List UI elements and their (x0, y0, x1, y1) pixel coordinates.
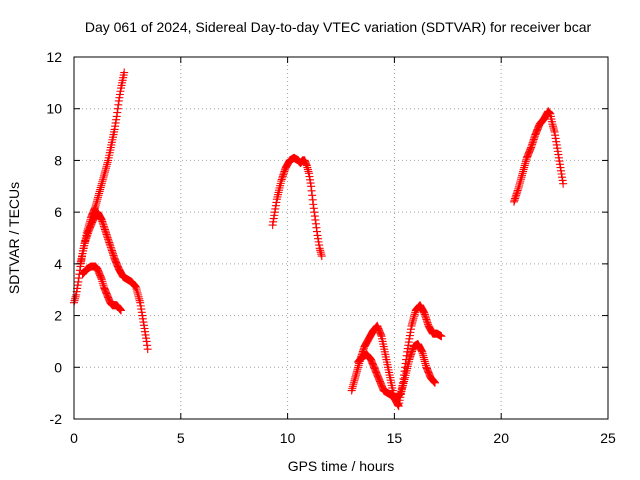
x-tick-label: 5 (177, 430, 185, 446)
x-tick-label: 20 (493, 430, 509, 446)
y-tick-label: 4 (54, 256, 62, 272)
plot-frame (73, 56, 609, 420)
series-pass-2 (76, 208, 152, 354)
data-point (437, 332, 446, 341)
series-pass-3 (78, 262, 125, 315)
y-tick-label: 12 (46, 49, 62, 65)
data-point (143, 345, 152, 354)
y-tick-label: 8 (54, 152, 62, 168)
series-pass-4 (268, 153, 326, 261)
x-tick-label: 10 (280, 430, 296, 446)
axis-ticks: 0 5 10 15 20 25 -2 0 2 4 6 8 10 12 (46, 49, 616, 446)
data-point (120, 68, 129, 77)
x-tick-label: 25 (600, 430, 616, 446)
y-tick-label: -2 (50, 411, 63, 427)
data-point (116, 306, 125, 315)
series-pass-6 (354, 340, 439, 403)
y-tick-label: 10 (46, 101, 62, 117)
data-points (70, 68, 568, 411)
x-tick-label: 15 (387, 430, 403, 446)
chart-title: Day 061 of 2024, Sidereal Day-to-day VTE… (85, 19, 592, 35)
x-axis-label: GPS time / hours (288, 458, 395, 474)
y-tick-label: 6 (54, 204, 62, 220)
data-point (317, 252, 326, 261)
data-point (559, 179, 568, 188)
data-point (430, 378, 439, 387)
x-tick-label: 0 (70, 430, 78, 446)
grid (74, 57, 608, 419)
y-axis-label: SDTVAR / TECUs (6, 182, 22, 294)
y-tick-label: 0 (54, 359, 62, 375)
series-pass-7 (510, 107, 568, 206)
y-tick-label: 2 (54, 308, 62, 324)
